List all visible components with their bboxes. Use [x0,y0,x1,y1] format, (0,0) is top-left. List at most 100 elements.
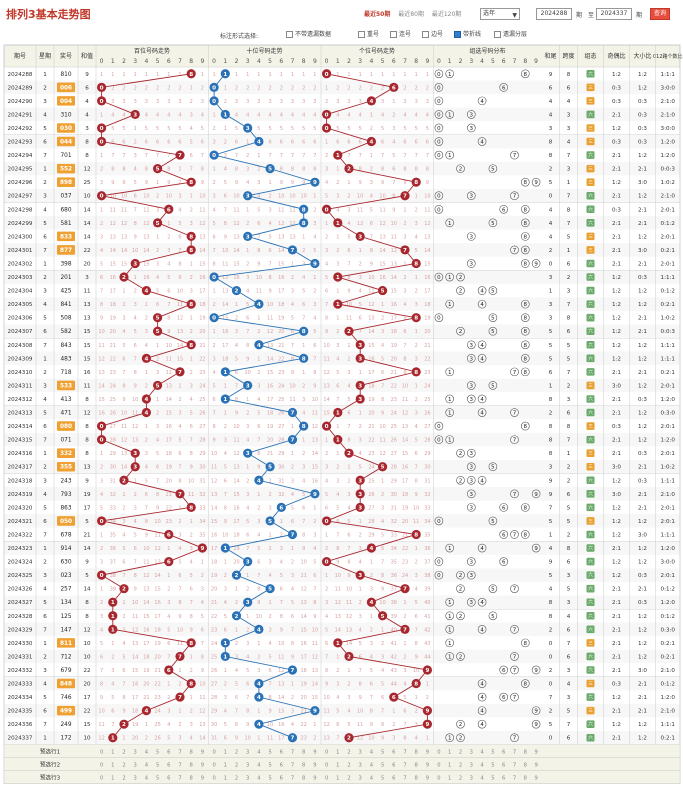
forecast-digit[interactable]: 8 [415,750,418,756]
forecast-digit[interactable]: 2 [347,763,350,769]
forecast-group-digit[interactable]: 3 [470,763,473,769]
forecast-digit[interactable]: 7 [291,763,294,769]
forecast-digit[interactable]: 1 [224,776,227,782]
range-link-120[interactable]: 最近120期 [431,11,462,18]
option-layer[interactable]: 遗漏分层 [494,30,527,40]
forecast-digit[interactable]: 1 [336,776,339,782]
forecast-digit[interactable]: 9 [313,763,316,769]
forecast-digit[interactable]: 6 [392,763,395,769]
forecast-group-digit[interactable]: 7 [513,763,516,769]
forecast-group-digit[interactable]: 2 [459,750,462,756]
forecast-digit[interactable]: 3 [359,750,362,756]
forecast-digit[interactable]: 8 [302,763,305,769]
from-issue-input[interactable]: 2024288 [536,8,572,20]
forecast-digit[interactable]: 7 [291,776,294,782]
forecast-digit[interactable]: 5 [156,763,159,769]
forecast-digit[interactable]: 6 [167,776,170,782]
forecast-digit[interactable]: 2 [347,776,350,782]
forecast-digit[interactable]: 2 [235,763,238,769]
forecast-digit[interactable]: 8 [302,776,305,782]
forecast-digit[interactable]: 4 [370,763,374,769]
forecast-digit[interactable]: 2 [122,763,125,769]
forecast-digit[interactable]: 6 [167,750,170,756]
forecast-digit[interactable]: 6 [280,776,283,782]
forecast-group-digit[interactable]: 8 [524,763,527,769]
forecast-digit[interactable]: 5 [268,776,271,782]
forecast-digit[interactable]: 6 [392,776,395,782]
forecast-digit[interactable]: 9 [201,776,204,782]
forecast-group-digit[interactable]: 4 [480,776,484,782]
forecast-digit[interactable]: 9 [426,776,429,782]
range-link-80[interactable]: 最近80期 [398,11,424,18]
forecast-digit[interactable]: 3 [359,763,362,769]
forecast-digit[interactable]: 5 [156,776,159,782]
option-no-miss[interactable]: 不带遗漏数据 [286,30,331,40]
forecast-group-digit[interactable]: 1 [448,776,451,782]
forecast-digit[interactable]: 8 [190,763,193,769]
option-repeat[interactable]: 重号 [358,30,379,40]
forecast-group-digit[interactable]: 3 [470,776,473,782]
forecast-digit[interactable]: 4 [257,750,261,756]
forecast-digit[interactable]: 7 [178,750,181,756]
forecast-group-digit[interactable]: 5 [491,763,494,769]
forecast-digit[interactable]: 6 [167,763,170,769]
forecast-digit[interactable]: 1 [111,776,114,782]
forecast-digit[interactable]: 5 [381,750,384,756]
forecast-group-digit[interactable]: 1 [448,750,451,756]
forecast-digit[interactable]: 2 [235,750,238,756]
forecast-group-digit[interactable]: 6 [502,763,505,769]
forecast-digit[interactable]: 9 [426,750,429,756]
forecast-digit[interactable]: 3 [246,750,249,756]
forecast-group-digit[interactable]: 0 [437,750,440,756]
forecast-digit[interactable]: 1 [336,750,339,756]
forecast-digit[interactable]: 3 [246,776,249,782]
option-consecutive[interactable]: 连号 [390,30,411,40]
forecast-group-digit[interactable]: 8 [524,750,527,756]
forecast-digit[interactable]: 1 [336,763,339,769]
forecast-digit[interactable]: 9 [201,750,204,756]
forecast-group-digit[interactable]: 9 [534,776,537,782]
forecast-digit[interactable]: 6 [392,750,395,756]
forecast-digit[interactable]: 4 [145,776,149,782]
forecast-digit[interactable]: 3 [359,776,362,782]
option-edge[interactable]: 边号 [422,30,443,40]
forecast-digit[interactable]: 0 [100,750,103,756]
forecast-digit[interactable]: 4 [257,776,261,782]
forecast-digit[interactable]: 4 [145,750,149,756]
forecast-digit[interactable]: 4 [257,763,261,769]
forecast-digit[interactable]: 1 [224,763,227,769]
forecast-digit[interactable]: 0 [212,763,215,769]
forecast-digit[interactable]: 8 [415,776,418,782]
forecast-digit[interactable]: 3 [134,750,137,756]
forecast-group-digit[interactable]: 7 [513,776,516,782]
forecast-digit[interactable]: 2 [122,750,125,756]
forecast-group-digit[interactable]: 6 [502,776,505,782]
forecast-digit[interactable]: 4 [145,763,149,769]
forecast-digit[interactable]: 8 [302,750,305,756]
forecast-digit[interactable]: 9 [201,763,204,769]
forecast-digit[interactable]: 4 [370,776,374,782]
forecast-digit[interactable]: 8 [190,750,193,756]
forecast-digit[interactable]: 9 [426,763,429,769]
forecast-digit[interactable]: 8 [190,776,193,782]
forecast-digit[interactable]: 6 [280,750,283,756]
forecast-digit[interactable]: 1 [111,763,114,769]
forecast-group-digit[interactable]: 7 [513,750,516,756]
forecast-group-digit[interactable]: 4 [480,750,484,756]
forecast-digit[interactable]: 1 [111,750,114,756]
forecast-digit[interactable]: 0 [325,776,328,782]
range-link-50[interactable]: 最近50期 [364,11,391,18]
forecast-group-digit[interactable]: 8 [524,776,527,782]
forecast-digit[interactable]: 5 [268,763,271,769]
forecast-digit[interactable]: 9 [313,750,316,756]
forecast-digit[interactable]: 2 [122,776,125,782]
forecast-digit[interactable]: 5 [156,750,159,756]
year-select[interactable]: 选年 ▼ [480,8,520,20]
forecast-digit[interactable]: 0 [212,776,215,782]
forecast-digit[interactable]: 0 [100,776,103,782]
forecast-digit[interactable]: 7 [178,776,181,782]
forecast-digit[interactable]: 4 [370,750,374,756]
forecast-digit[interactable]: 3 [246,763,249,769]
forecast-digit[interactable]: 7 [403,763,406,769]
forecast-digit[interactable]: 7 [403,750,406,756]
